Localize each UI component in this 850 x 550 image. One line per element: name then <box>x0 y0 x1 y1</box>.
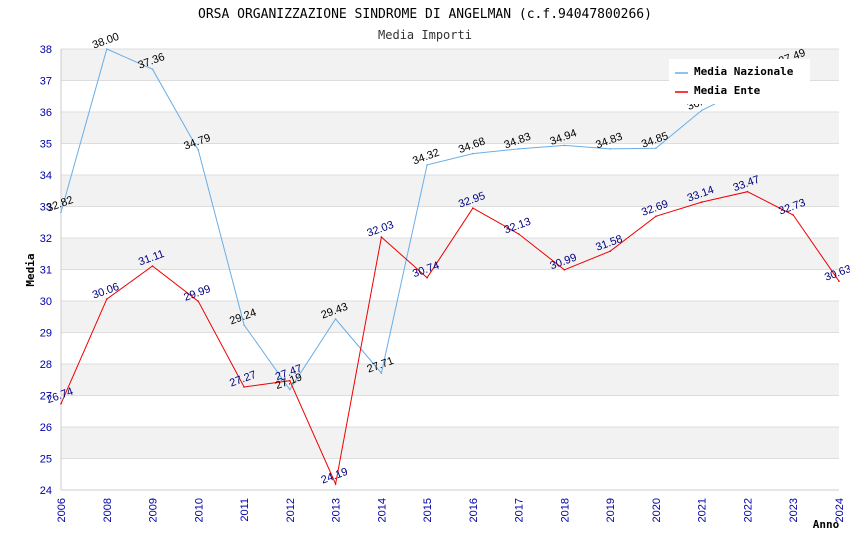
x-tick-label: 2023 <box>788 498 800 522</box>
y-tick-label: 24 <box>40 485 52 497</box>
x-tick-label: 2010 <box>193 498 205 522</box>
x-tick-label: 2016 <box>468 498 480 522</box>
data-point-nazionale <box>105 48 108 50</box>
data-point-ente <box>105 298 108 300</box>
data-point-ente <box>838 280 840 282</box>
data-point-ente <box>334 483 337 485</box>
y-axis-label: Media <box>24 253 37 286</box>
grid-band <box>61 427 839 459</box>
grid-band <box>61 206 839 238</box>
grid-band <box>61 332 839 364</box>
data-point-ente <box>517 233 520 235</box>
y-tick-label: 26 <box>40 422 52 434</box>
x-tick-label: 2013 <box>331 498 343 522</box>
y-tick-label: 37 <box>40 76 52 88</box>
y-axis-ticks: 24 25 26 27 28 29 30 31 32 33 34 35 36 37 38 <box>40 44 52 497</box>
x-axis-ticks: 2006 2008 2009 2010 2011 2012 2013 2014 2015 2016… <box>56 498 846 522</box>
data-point-nazionale <box>197 149 200 151</box>
data-point-nazionale <box>60 211 62 213</box>
data-point-ente <box>289 379 291 382</box>
chart-subtitle: Media Importi <box>378 28 472 42</box>
y-tick-label: 36 <box>40 107 52 119</box>
series-media-ente <box>60 190 840 486</box>
data-point-nazionale <box>151 68 154 70</box>
y-tick-label: 30 <box>40 296 52 308</box>
x-tick-label: 2009 <box>148 498 160 522</box>
series-media-nazionale <box>60 48 795 391</box>
data-label-nazionale: 38.00 <box>91 31 121 52</box>
x-tick-label: 2018 <box>559 498 571 522</box>
y-tick-label: 32 <box>40 233 52 245</box>
data-point-ente <box>472 207 474 209</box>
data-point-ente <box>243 386 245 388</box>
x-tick-label: 2019 <box>605 498 617 522</box>
data-point-nazionale <box>563 144 566 147</box>
data-point-ente <box>700 201 703 203</box>
y-tick-label: 29 <box>40 328 52 340</box>
y-tick-label: 27 <box>40 391 52 403</box>
x-tick-label: 2006 <box>56 498 68 522</box>
grid-band <box>61 112 839 144</box>
y-tick-label: 31 <box>40 265 52 277</box>
grid-band <box>61 395 839 427</box>
data-point-ente <box>151 265 154 267</box>
grid-band <box>61 458 839 490</box>
data-point-nazionale <box>700 109 703 112</box>
x-tick-label: 2012 <box>285 498 297 522</box>
data-point-ente <box>655 215 657 218</box>
y-tick-label: 38 <box>40 44 52 56</box>
x-tick-label: 2022 <box>742 498 754 522</box>
data-point-nazionale <box>655 147 657 150</box>
grid-band <box>61 301 839 333</box>
data-point-ente <box>60 402 62 405</box>
data-point-nazionale <box>609 148 611 150</box>
data-point-nazionale <box>517 148 520 150</box>
data-point-ente <box>792 214 795 216</box>
series-line-ente <box>60 191 840 486</box>
legend-box <box>669 59 810 104</box>
data-point-ente <box>197 300 200 303</box>
data-point-ente <box>426 276 428 279</box>
y-tick-label: 28 <box>40 359 52 371</box>
legend: Media Nazionale Media Ente <box>669 59 810 104</box>
y-tick-label: 33 <box>40 202 52 214</box>
x-tick-label: 2020 <box>651 498 663 522</box>
data-point-nazionale <box>472 152 474 155</box>
x-tick-label: 2021 <box>697 498 709 522</box>
data-point-ente <box>380 236 383 238</box>
data-point-nazionale <box>334 318 337 320</box>
series-line-nazionale <box>60 48 794 391</box>
data-point-ente <box>609 250 611 253</box>
grid-lines <box>60 48 839 491</box>
data-point-nazionale <box>380 372 383 374</box>
data-point-ente <box>563 269 566 271</box>
x-tick-label: 2008 <box>102 498 114 522</box>
y-tick-label: 25 <box>40 454 52 466</box>
y-tick-label: 35 <box>40 139 52 151</box>
x-tick-label: 2011 <box>239 498 251 522</box>
x-axis-label: Anno <box>813 518 840 531</box>
x-tick-label: 2014 <box>376 498 388 522</box>
data-point-nazionale <box>243 324 245 326</box>
x-tick-label: 2015 <box>422 498 434 522</box>
chart-title: ORSA ORGANIZZAZIONE SINDROME DI ANGELMAN… <box>198 7 652 22</box>
data-point-ente <box>746 190 749 193</box>
data-point-nazionale <box>426 164 428 166</box>
data-point-nazionale <box>289 388 291 391</box>
legend-label-media-ente: Media Ente <box>694 84 761 97</box>
y-tick-label: 34 <box>40 170 52 182</box>
legend-label-media-nazionale: Media Nazionale <box>694 65 794 78</box>
grid-band <box>61 364 839 396</box>
x-tick-label: 2017 <box>514 498 526 522</box>
x-tick-label: 2024 <box>834 498 846 522</box>
grid-band <box>61 175 839 207</box>
